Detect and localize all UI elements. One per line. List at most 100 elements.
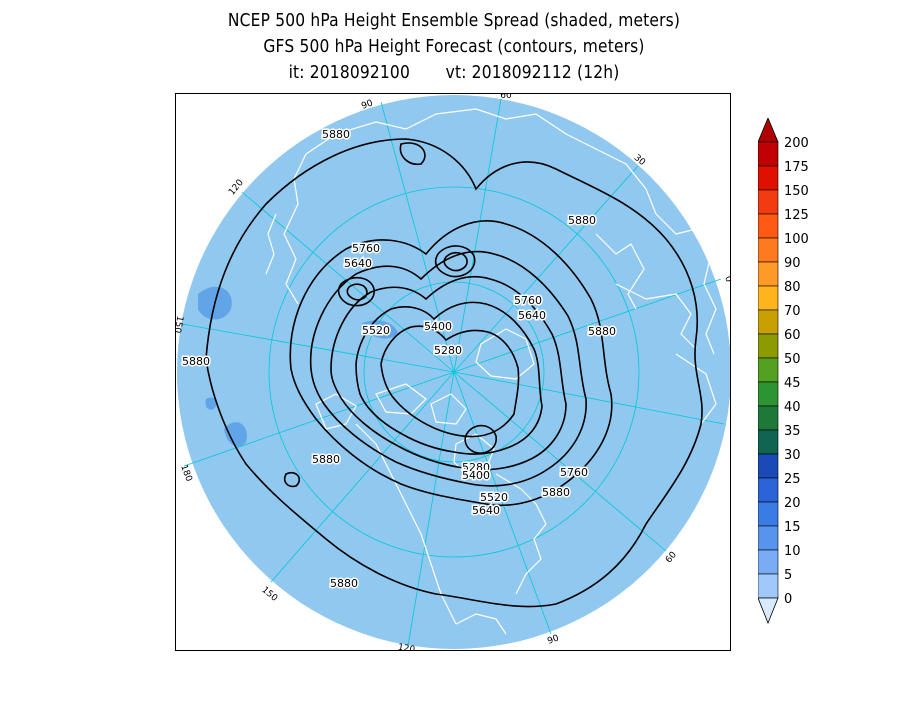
colorbar-label: 45 <box>784 376 801 391</box>
contour-label-8: 5640 <box>518 309 546 322</box>
colorbar-swatch <box>758 189 779 215</box>
contour-5520 <box>330 275 567 471</box>
colorbar-label: 5 <box>784 568 792 583</box>
contour-label-16: 5880 <box>542 486 570 499</box>
colorbar-swatch <box>758 165 779 191</box>
title-block: NCEP 500 hPa Height Ensemble Spread (sha… <box>0 8 908 86</box>
coast-asia-north <box>305 108 657 215</box>
contour-5640 <box>309 250 587 487</box>
contour-5400 <box>355 301 543 455</box>
coast-europe-south <box>615 283 697 350</box>
colorbar-bottom-arrow <box>758 597 779 625</box>
coast-africa <box>675 353 717 425</box>
contour-label-13: 5520 <box>480 491 508 504</box>
contour-labels: 5880 5760 5640 5520 5400 5280 5760 5640 … <box>181 127 618 592</box>
contour-label-14: 5640 <box>472 504 500 517</box>
colorbar-swatch <box>758 573 779 599</box>
contour-low-siberia-inner <box>443 251 468 272</box>
colorbar-swatch <box>758 381 779 407</box>
colorbar-label: 20 <box>784 496 801 511</box>
colorbar-label: 60 <box>784 328 801 343</box>
contour-low-pacific-inner <box>346 283 368 301</box>
colorbar-label: 100 <box>784 232 809 247</box>
coast-alaska <box>315 393 357 430</box>
spread-patch-pacific <box>224 422 247 447</box>
coast-japan <box>265 213 277 275</box>
contour-5880-island-south <box>283 471 301 488</box>
lon-label-1: 60 <box>500 94 512 101</box>
lon-label-10: 150 <box>176 315 184 334</box>
contour-label-12: 5400 <box>462 469 490 482</box>
lon-label-8: 150 <box>259 585 279 604</box>
contour-label-2: 5760 <box>352 242 380 255</box>
coastlines <box>265 108 717 635</box>
contour-label-10: 5880 <box>568 214 596 227</box>
contour-low-pacific <box>337 276 375 307</box>
contour-label-6: 5280 <box>434 344 462 357</box>
contour-5880-outer <box>205 138 703 608</box>
meridian-5 <box>453 371 552 635</box>
colorbar-label: 80 <box>784 280 801 295</box>
height-contours <box>205 138 703 608</box>
colorbar-label: 200 <box>784 136 809 151</box>
contour-label-19: 5880 <box>330 577 358 590</box>
coast-north-america-west <box>355 423 457 625</box>
meridian-6 <box>407 371 455 647</box>
contour-low-siberia <box>434 245 476 278</box>
meridian-3 <box>453 371 725 425</box>
colorbar-label: 150 <box>784 184 809 199</box>
colorbar-swatch <box>758 285 779 311</box>
colorbar-label: 50 <box>784 352 801 367</box>
colorbar: 2001751501251009080706050454035302520151… <box>758 118 809 625</box>
spread-patch-center <box>361 320 398 339</box>
colorbar-label: 10 <box>784 544 801 559</box>
colorbar-label: 90 <box>784 256 801 271</box>
colorbar-swatch <box>758 309 779 335</box>
colorbar-label: 25 <box>784 472 801 487</box>
colorbar-swatch <box>758 357 779 383</box>
lon-label-7: 120 <box>397 643 416 651</box>
colorbar-swatch <box>758 501 779 527</box>
colorbar-label: 0 <box>784 592 792 607</box>
contour-label-15: 5760 <box>560 466 588 479</box>
colorbar-label: 15 <box>784 520 801 535</box>
meridian-4 <box>453 371 667 552</box>
colorbar-swatch <box>758 213 779 239</box>
colorbar-swatch <box>758 333 779 359</box>
meridian-11 <box>380 101 455 373</box>
polar-map: 5880 5760 5640 5520 5400 5280 5760 5640 … <box>176 94 731 651</box>
contour-label-11: 5280 <box>462 461 490 474</box>
colorbar-label: 35 <box>784 424 801 439</box>
contour-5280 <box>380 325 520 438</box>
coast-baffin <box>430 393 467 425</box>
spread-patch-small <box>205 397 217 410</box>
contour-label-5: 5400 <box>424 320 452 333</box>
title-line-2: GFS 500 hPa Height Forecast (contours, m… <box>263 36 645 57</box>
map-frame: 5880 5760 5640 5520 5400 5280 5760 5640 … <box>175 93 731 651</box>
contour-5760 <box>289 220 613 507</box>
colorbar-label: 40 <box>784 400 801 415</box>
contour-label-7: 5760 <box>514 294 542 307</box>
title-line-1: NCEP 500 hPa Height Ensemble Spread (sha… <box>227 10 681 31</box>
lat-circle-middle <box>268 186 640 558</box>
contour-label-1: 5880 <box>322 128 350 141</box>
colorbar-swatch <box>758 549 779 575</box>
colorbar-swatch <box>758 141 779 167</box>
colorbar-swatch <box>758 525 779 551</box>
contour-label-17: 5880 <box>182 355 210 368</box>
colorbar-swatch <box>758 453 779 479</box>
coast-north-america-east <box>495 473 547 595</box>
contour-label-9: 5880 <box>588 325 616 338</box>
lon-label-3: 0 <box>722 275 731 284</box>
lon-label-9: 180 <box>178 464 193 484</box>
coast-scandinavia <box>595 233 645 310</box>
colorbar-top-arrow <box>758 118 779 143</box>
contour-5880-island-north <box>399 142 426 166</box>
colorbar-swatch <box>758 429 779 455</box>
lon-label-12: 90 <box>360 98 374 111</box>
colorbar-swatch <box>758 261 779 287</box>
colorbar-label: 125 <box>784 208 809 223</box>
meridian-0 <box>453 98 502 373</box>
meridian-10 <box>241 191 455 373</box>
contour-label-18: 5880 <box>312 453 340 466</box>
